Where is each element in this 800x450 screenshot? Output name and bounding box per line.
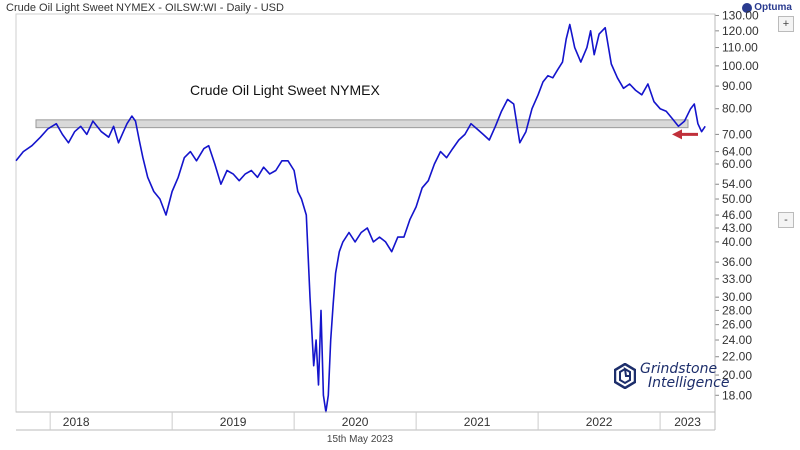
- y-tick-label: 33.00: [722, 272, 752, 286]
- red-arrow-icon: [672, 129, 698, 140]
- y-tick-label: 100.00: [722, 59, 759, 73]
- price-series-line: [15, 23, 706, 413]
- y-tick-label: 18.00: [722, 388, 752, 402]
- y-tick-label: 64.00: [722, 145, 752, 159]
- y-tick-label: 130.00: [722, 8, 759, 22]
- plot-frame: [15, 13, 716, 413]
- grindstone-logo: Grindstone Intelligence: [614, 362, 729, 390]
- y-tick-label: 70.00: [722, 127, 752, 141]
- zoom-out-button[interactable]: -: [778, 212, 794, 228]
- chart-header-title: Crude Oil Light Sweet NYMEX - OILSW:WI -…: [6, 2, 284, 14]
- y-tick-label: 28.00: [722, 303, 752, 317]
- brand-logo: Optuma: [742, 2, 792, 13]
- grid-layer: [15, 13, 716, 413]
- y-tick-label: 30.00: [722, 290, 752, 304]
- x-tick-label: 2018: [63, 415, 90, 429]
- y-tick-label: 36.00: [722, 255, 752, 269]
- hexagon-g-icon: [614, 363, 636, 389]
- zoom-in-button[interactable]: +: [778, 16, 794, 32]
- y-tick-label: 110.00: [722, 41, 758, 55]
- y-tick-label: 43.00: [722, 221, 752, 235]
- y-tick-label: 22.00: [722, 350, 752, 364]
- optuma-logo-icon: [742, 2, 753, 13]
- y-axis: 130.00 120.00 110.00 100.00 90.00 80.00 70.00 6…: [714, 8, 759, 430]
- y-tick-label: 90.00: [722, 79, 752, 93]
- y-tick-label: 120.00: [722, 24, 759, 38]
- y-tick-label: 50.00: [722, 192, 752, 206]
- y-tick-label: 26.00: [722, 318, 752, 332]
- footer-date: 15th May 2023: [326, 434, 394, 445]
- y-tick-label: 80.00: [722, 102, 752, 116]
- brand-name: Optuma: [754, 2, 792, 13]
- y-tick-label: 20.00: [722, 368, 752, 382]
- y-tick-label: 40.00: [722, 235, 752, 249]
- resistance-band: [35, 119, 689, 129]
- chart-title: Crude Oil Light Sweet NYMEX: [190, 82, 381, 98]
- y-tick-label: 54.00: [722, 177, 752, 191]
- x-tick-label: 2019: [220, 415, 247, 429]
- y-tick-label: 24.00: [722, 333, 752, 347]
- x-axis: 2018 2019 2020 2021 2022 2023: [16, 411, 715, 431]
- logo-line1: Grindstone: [640, 361, 718, 377]
- x-tick-label: 2022: [586, 415, 613, 429]
- x-tick-label: 2023: [674, 415, 701, 429]
- logo-line2: Intelligence: [648, 375, 730, 391]
- x-tick-label: 2021: [464, 415, 491, 429]
- y-tick-label: 46.00: [722, 208, 752, 222]
- x-tick-label: 2020: [342, 415, 369, 429]
- y-tick-label: 60.00: [722, 157, 752, 171]
